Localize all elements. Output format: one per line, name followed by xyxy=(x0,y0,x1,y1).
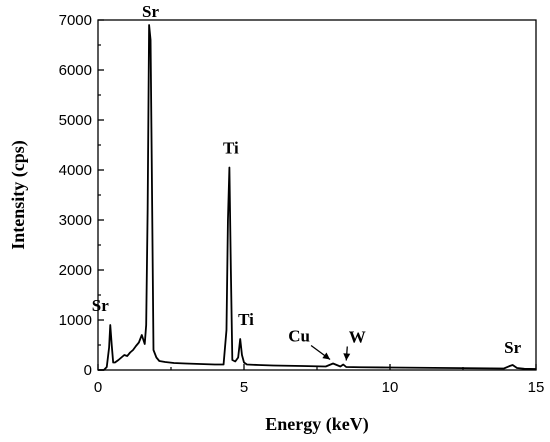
peak-label: Cu xyxy=(288,327,310,346)
y-tick-label: 7000 xyxy=(59,12,92,29)
x-tick-label: 10 xyxy=(382,379,399,396)
peak-label: Sr xyxy=(504,338,521,357)
y-tick-label: 3000 xyxy=(59,212,92,229)
y-tick-label: 6000 xyxy=(59,62,92,79)
x-tick-label: 15 xyxy=(528,379,545,396)
peak-label: Ti xyxy=(238,310,254,329)
peak-label: Sr xyxy=(142,2,159,21)
y-tick-label: 4000 xyxy=(59,162,92,179)
peak-label: Ti xyxy=(223,139,239,158)
y-tick-label: 5000 xyxy=(59,112,92,129)
spectrum-series-line xyxy=(98,24,537,371)
peak-label: W xyxy=(349,328,366,347)
y-tick-label: 2000 xyxy=(59,262,92,279)
spectrum-layer xyxy=(98,24,537,371)
y-axis-title: Intensity (cps) xyxy=(8,140,29,250)
y-tick-label: 0 xyxy=(84,362,92,379)
x-tick-label: 0 xyxy=(94,379,102,396)
annotation-arrowhead xyxy=(343,353,351,361)
peak-label: Sr xyxy=(92,296,109,315)
annotations-layer: Sr Sr Ti Ti Cu W Sr xyxy=(92,2,522,361)
y-tick-label: 1000 xyxy=(59,312,92,329)
ticks-layer: 0 1000 2000 3000 4000 5000 6000 7000 0 5 10 15 xyxy=(59,12,545,396)
annotation-arrowhead xyxy=(322,352,331,360)
x-tick-label: 5 xyxy=(240,379,248,396)
x-axis-title: Energy (keV) xyxy=(265,414,368,435)
